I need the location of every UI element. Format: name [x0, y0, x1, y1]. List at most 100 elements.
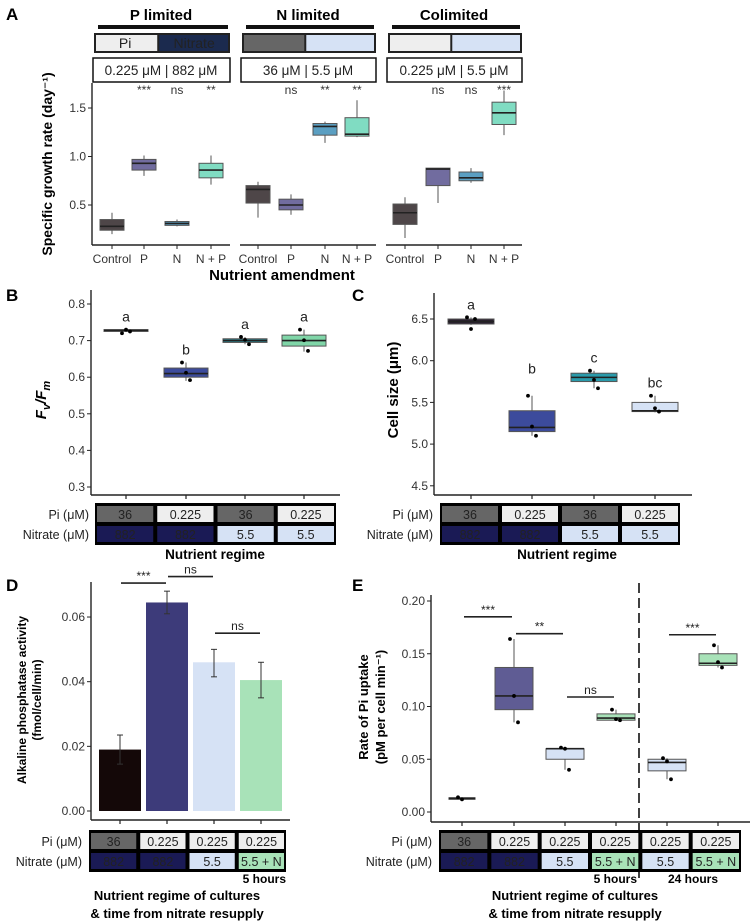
table-cell-value: 36 — [583, 508, 597, 522]
table-cell — [238, 833, 284, 849]
panel-label-B: B — [6, 286, 18, 305]
data-point — [657, 409, 661, 414]
pi-legend-label: Pi — [119, 35, 131, 51]
box-control — [392, 197, 418, 238]
box-control — [245, 181, 271, 218]
box — [647, 756, 687, 782]
table-cell — [592, 833, 639, 849]
significance-label: ns — [432, 83, 445, 97]
x-tick-label: N + P — [196, 252, 226, 266]
x-axis-title: Nutrient regime — [165, 547, 265, 562]
concentration-label: 0.225 μM | 882 μM — [105, 63, 218, 78]
table-cell-value: 0.225 — [650, 835, 681, 849]
table-cell — [441, 853, 488, 869]
panel-label-D: D — [6, 576, 18, 595]
c-y-tick-label: 6.5 — [411, 312, 428, 326]
data-point — [469, 327, 473, 331]
row-label-pi: Pi (μM) — [391, 835, 432, 849]
data-point — [243, 337, 247, 342]
box — [647, 758, 687, 772]
data-point — [508, 637, 512, 641]
box — [425, 167, 451, 187]
e-y-tick-label: 0.20 — [402, 594, 426, 608]
y-title-part: / — [33, 398, 50, 405]
data-point — [456, 795, 460, 800]
group-letter: bc — [648, 375, 663, 391]
table-cell — [97, 526, 154, 542]
table-cell-value: 5.5 — [556, 855, 573, 869]
table-cell — [441, 833, 488, 849]
e-y-tick-label: 0.10 — [402, 700, 426, 714]
table-cell — [91, 833, 137, 849]
x-tick-label: Control — [239, 252, 278, 266]
table-cell — [217, 526, 274, 542]
a-y-tick-label: 1.5 — [69, 101, 86, 115]
facet-bar — [392, 25, 520, 29]
table-cell — [622, 526, 678, 542]
group-letter: a — [241, 316, 249, 332]
group-letter: b — [528, 361, 536, 377]
table-cell — [562, 526, 618, 542]
box-n — [312, 121, 338, 143]
data-point — [563, 746, 567, 751]
table-cell-value: 0.225 — [700, 835, 731, 849]
row-label-pi: Pi (μM) — [48, 508, 89, 522]
significance-label: *** — [137, 83, 151, 97]
group-letter: a — [300, 309, 308, 325]
data-point — [712, 643, 716, 648]
box — [281, 327, 327, 353]
box — [508, 410, 556, 433]
data-point — [239, 335, 243, 339]
row-label-nitrate: Nitrate (μM) — [366, 855, 432, 869]
table-cell — [189, 853, 235, 869]
d-y-tick-label: 0.04 — [62, 675, 86, 689]
significance-label: ** — [535, 620, 545, 634]
x-tick-label: Control — [93, 252, 132, 266]
time-label: 5 hours — [243, 872, 287, 886]
data-point — [188, 378, 192, 383]
table-cell-value: 882 — [103, 855, 124, 869]
group-letter: c — [591, 350, 598, 366]
box-p — [278, 194, 304, 215]
y-title-part: F — [33, 390, 50, 400]
y-title-part: v — [41, 403, 53, 410]
row-label-pi: Pi (μM) — [392, 508, 433, 522]
data-point — [649, 393, 653, 398]
box-np — [344, 100, 370, 138]
data-point — [526, 393, 530, 398]
panel-d-alkaline-phosphatase: 0.00 0.02 0.04 0.06 *** ns ns Alkaline phosphat… — [15, 563, 290, 921]
nitrate-swatch — [159, 35, 228, 51]
table-cell — [502, 526, 558, 542]
concentration-label: 36 μM | 5.5 μM — [263, 63, 353, 78]
table-cell — [562, 506, 618, 522]
panel-e-pi-uptake: 0.000.050.100.150.20*****ns***Rate of Pi… — [356, 583, 750, 921]
box — [312, 123, 338, 136]
x-tick-label: N — [321, 252, 330, 266]
table-cell-value: 0.225 — [634, 508, 665, 522]
table-cell-value: 5.5 — [297, 528, 314, 542]
box — [447, 315, 495, 331]
y-title-part: m — [41, 381, 53, 391]
nutrient-table: Pi (μM) 36 0.225 36 0.225 Nitrate (μM) 882 882 5… — [367, 503, 680, 545]
d-y-tick-label: 0.06 — [62, 610, 86, 624]
table-cell-value: 0.225 — [196, 835, 227, 849]
pi-swatch — [244, 35, 305, 51]
a-y-tick-label: 0.5 — [69, 198, 86, 212]
x-tick-label: N + P — [489, 252, 519, 266]
table-cell-value: 0.225 — [290, 508, 321, 522]
table-cell — [277, 526, 334, 542]
table-cell — [592, 853, 639, 869]
e-y-tick-label: 0.15 — [402, 647, 426, 661]
b-y-tick-label: 0.7 — [68, 334, 85, 348]
table-cell-value: 36 — [463, 508, 477, 522]
nitrate-swatch — [452, 35, 520, 51]
c-y-tick-label: 6.0 — [411, 354, 428, 368]
panel-a-growth-rate: P limited Pi Nitrate 0.225 μM | 882 μM Contr… — [39, 7, 523, 284]
facet-bar — [246, 25, 374, 29]
x-tick-label: N — [173, 252, 182, 266]
data-point — [665, 759, 669, 764]
box — [631, 393, 679, 414]
table-cell — [97, 506, 154, 522]
x-axis-title: Nutrient amendment — [209, 267, 355, 284]
table-cell-value: 36 — [457, 835, 471, 849]
